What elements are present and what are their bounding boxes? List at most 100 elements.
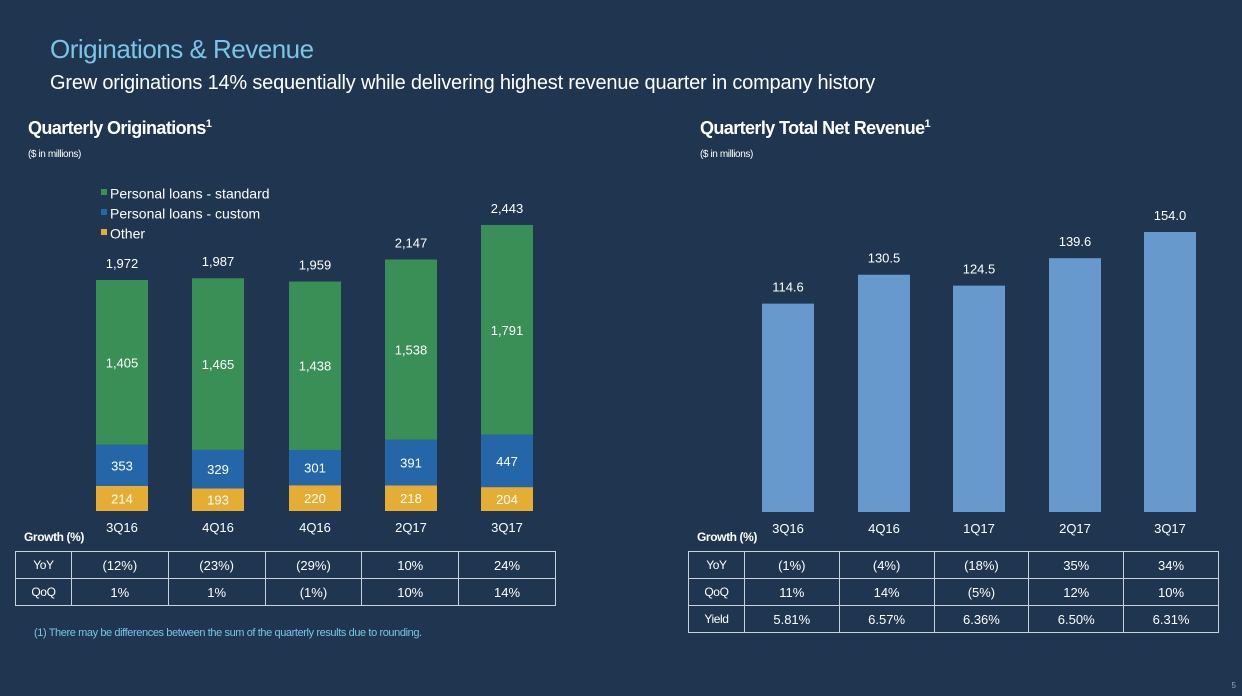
revenue-bar bbox=[953, 285, 1005, 512]
page-title: Originations & Revenue bbox=[50, 34, 314, 64]
originations-table-cell: (23%) bbox=[167, 551, 266, 579]
revenue-row-header: YoY bbox=[688, 551, 745, 579]
revenue-bar bbox=[762, 303, 814, 512]
legend-swatch bbox=[101, 209, 107, 215]
originations-bar-segment bbox=[481, 487, 533, 511]
originations-title-text: Quarterly Originations bbox=[28, 118, 206, 138]
legend-swatch bbox=[101, 189, 107, 195]
revenue-table-cell: 10% bbox=[1123, 578, 1219, 606]
revenue-unit: ($ in millions) bbox=[700, 149, 753, 160]
originations-bar-segment bbox=[481, 434, 533, 488]
page-number: 5 bbox=[1231, 681, 1236, 690]
revenue-table-row: QoQ 11% 14% (5%) 12% 10% bbox=[688, 578, 1219, 606]
revenue-table-cell: 6.36% bbox=[933, 605, 1030, 633]
originations-x-tick: 2Q17 bbox=[395, 520, 427, 535]
charts-canvas: 214 353 1,405 1,972 3Q16 193 329 1,465 1,987 4Q16… bbox=[96, 186, 1196, 536]
revenue-table-cell: 6.57% bbox=[838, 605, 935, 633]
originations-segment-label: 447 bbox=[496, 454, 518, 469]
revenue-row-header: QoQ bbox=[688, 578, 745, 606]
originations-segment-label: 301 bbox=[304, 461, 326, 476]
originations-table-cell: 24% bbox=[458, 551, 556, 579]
originations-growth-label: Growth (%) bbox=[24, 530, 84, 544]
originations-table-row: QoQ 1% 1% (1%) 10% 14% bbox=[15, 578, 556, 606]
originations-segment-label: 1,438 bbox=[299, 359, 332, 374]
originations-table-cell: (29%) bbox=[264, 551, 363, 579]
originations-segment-label: 214 bbox=[111, 491, 133, 506]
originations-bar-segment bbox=[289, 281, 341, 450]
originations-bar-segment bbox=[385, 439, 437, 486]
originations-bar-segment bbox=[96, 280, 148, 445]
originations-title-footnote: 1 bbox=[205, 118, 212, 130]
revenue-table-row: YoY (1%) (4%) (18%) 35% 34% bbox=[688, 551, 1219, 579]
originations-total-label: 1,972 bbox=[106, 256, 139, 271]
originations-bar-segment bbox=[289, 485, 341, 511]
originations-table-row: YoY (12%) (23%) (29%) 10% 24% bbox=[15, 551, 556, 579]
originations-segment-label: 1,791 bbox=[491, 323, 524, 338]
originations-x-tick: 4Q16 bbox=[299, 520, 331, 535]
originations-segment-label: 1,405 bbox=[106, 355, 139, 370]
revenue-table-cell: 12% bbox=[1028, 578, 1125, 606]
revenue-title-text: Quarterly Total Net Revenue bbox=[700, 118, 925, 138]
originations-table-cell: 10% bbox=[361, 551, 460, 579]
revenue-x-tick: 3Q17 bbox=[1154, 521, 1186, 536]
originations-row-header: QoQ bbox=[15, 578, 72, 606]
revenue-table-cell: (5%) bbox=[933, 578, 1030, 606]
legend-swatch bbox=[101, 229, 107, 235]
revenue-row-header: Yield bbox=[688, 605, 745, 633]
originations-chart-title: Quarterly Originations1 bbox=[28, 118, 212, 139]
revenue-x-tick: 4Q16 bbox=[868, 521, 900, 536]
originations-bar-segment bbox=[481, 224, 533, 435]
originations-total-label: 1,987 bbox=[202, 254, 235, 269]
revenue-growth-label: Growth (%) bbox=[697, 530, 757, 544]
originations-x-tick: 3Q17 bbox=[491, 520, 523, 535]
originations-table-cell: 10% bbox=[361, 578, 460, 606]
originations-growth-table: YoY (12%) (23%) (29%) 10% 24% QoQ 1% 1% (1%) 10% 14… bbox=[15, 551, 556, 606]
originations-table-cell: 14% bbox=[458, 578, 556, 606]
revenue-table-cell: (4%) bbox=[838, 551, 935, 579]
revenue-table-cell: (1%) bbox=[743, 551, 840, 579]
revenue-table-cell: 6.31% bbox=[1123, 605, 1219, 633]
revenue-table-row: Yield 5.81% 6.57% 6.36% 6.50% 6.31% bbox=[688, 605, 1219, 633]
originations-table-cell: 1% bbox=[70, 578, 169, 606]
originations-bar-segment bbox=[385, 485, 437, 511]
revenue-table-cell: 34% bbox=[1123, 551, 1219, 579]
revenue-value-label: 114.6 bbox=[772, 280, 804, 295]
originations-segment-label: 329 bbox=[207, 462, 229, 477]
revenue-x-tick: 1Q17 bbox=[963, 521, 995, 536]
originations-bar-segment bbox=[96, 444, 148, 486]
page-subtitle: Grew originations 14% sequentially while… bbox=[50, 72, 875, 94]
revenue-value-label: 139.6 bbox=[1059, 234, 1092, 249]
originations-unit: ($ in millions) bbox=[28, 149, 81, 160]
footnote: (1) There may be differences between the… bbox=[34, 627, 422, 639]
originations-segment-label: 218 bbox=[400, 491, 422, 506]
originations-x-tick: 4Q16 bbox=[202, 520, 234, 535]
revenue-bar bbox=[1049, 258, 1101, 512]
originations-bar-segment bbox=[96, 485, 148, 511]
revenue-table-cell: 6.50% bbox=[1028, 605, 1125, 633]
revenue-x-tick: 3Q16 bbox=[772, 521, 804, 536]
revenue-bar bbox=[1144, 232, 1196, 512]
legend-label: Personal loans - custom bbox=[110, 206, 260, 222]
originations-bar-segment bbox=[385, 259, 437, 440]
originations-segment-label: 1,465 bbox=[202, 357, 235, 372]
originations-x-tick: 3Q16 bbox=[106, 520, 138, 535]
originations-total-label: 1,959 bbox=[299, 258, 332, 273]
revenue-x-tick: 2Q17 bbox=[1059, 521, 1091, 536]
originations-row-header: YoY bbox=[15, 551, 72, 579]
originations-segment-label: 391 bbox=[400, 456, 422, 471]
originations-segment-label: 220 bbox=[304, 491, 326, 506]
originations-bar-segment bbox=[192, 488, 244, 511]
originations-total-label: 2,443 bbox=[491, 201, 524, 216]
originations-table-cell: (12%) bbox=[70, 551, 169, 579]
originations-bar-segment bbox=[192, 278, 244, 450]
legend-label: Other bbox=[110, 226, 145, 242]
revenue-table-cell: 5.81% bbox=[743, 605, 840, 633]
originations-table-cell: (1%) bbox=[264, 578, 363, 606]
revenue-value-label: 130.5 bbox=[868, 251, 901, 266]
revenue-table-cell: (18%) bbox=[933, 551, 1030, 579]
revenue-value-label: 124.5 bbox=[963, 262, 996, 277]
revenue-title-footnote: 1 bbox=[924, 118, 931, 130]
revenue-table-cell: 11% bbox=[743, 578, 840, 606]
originations-table-cell: 1% bbox=[167, 578, 266, 606]
legend-label: Personal loans - standard bbox=[110, 186, 270, 202]
